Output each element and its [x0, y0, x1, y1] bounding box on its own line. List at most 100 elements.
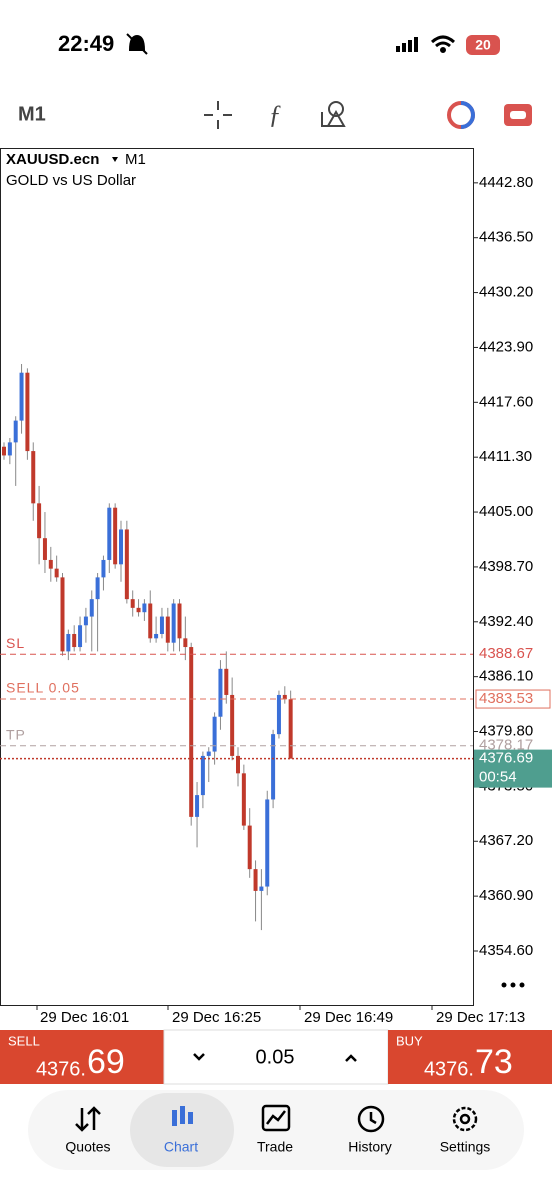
- candle-body: [206, 751, 211, 756]
- candle-body: [282, 694, 287, 700]
- candle-body: [271, 734, 276, 800]
- sell-price-big: 69: [87, 1043, 125, 1081]
- battery: [466, 35, 500, 55]
- candle-body: [19, 372, 24, 421]
- volume-up[interactable]: [345, 1054, 357, 1062]
- y-tick-label: 4379.80: [479, 722, 533, 739]
- volume[interactable]: 0.05: [256, 1046, 295, 1068]
- sell-label: SELL: [8, 1033, 40, 1048]
- candle-body: [159, 616, 164, 634]
- tab-label[interactable]: Trade: [257, 1139, 293, 1155]
- candle-body: [195, 795, 200, 817]
- timeframe-button[interactable]: M1: [18, 103, 46, 125]
- indicators-button[interactable]: ƒ: [269, 100, 282, 129]
- x-tick-label: 29 Dec 16:49: [304, 1009, 393, 1026]
- y-tick-label: 4442.80: [479, 174, 533, 191]
- candle-body: [48, 559, 53, 569]
- chart-icon: [172, 1106, 193, 1126]
- tab-label[interactable]: History: [348, 1139, 392, 1155]
- candle-body: [224, 668, 229, 695]
- x-tick-label: 29 Dec 17:13: [436, 1009, 525, 1026]
- candle-body: [78, 625, 83, 648]
- y-tick-label: 4392.40: [479, 613, 533, 630]
- candle-body: [247, 825, 252, 870]
- x-tick-label: 29 Dec 16:25: [172, 1009, 261, 1026]
- candle-body: [13, 420, 18, 443]
- y-tick-label: 4386.10: [479, 668, 533, 685]
- bell-off-icon: [126, 33, 148, 55]
- buy-price-main: 4376.: [424, 1058, 474, 1080]
- candle-body: [253, 869, 258, 891]
- buy-label: BUY: [396, 1033, 423, 1048]
- y-tick-label: 4423.90: [479, 338, 533, 355]
- x-tick-label: 29 Dec 16:01: [40, 1009, 129, 1026]
- level-label: 4388.67: [479, 645, 533, 662]
- candle-body: [2, 446, 6, 456]
- settings-icon: [452, 1106, 478, 1132]
- candle-body: [31, 451, 36, 504]
- volume-down[interactable]: [193, 1053, 205, 1061]
- history-icon: [357, 1105, 385, 1133]
- level-label-box: [475, 689, 551, 709]
- symbol: XAUUSD.ecn: [6, 151, 99, 168]
- candle-body: [259, 886, 264, 891]
- candle-body: [276, 694, 281, 735]
- candle-body: [7, 442, 12, 456]
- candle-body: [95, 577, 100, 600]
- y-tick-label: 4430.20: [479, 284, 533, 301]
- dropdown-icon: [112, 157, 118, 162]
- y-tick-label: 4367.20: [479, 832, 533, 849]
- level-label: 4378.17: [479, 737, 533, 754]
- candle-body: [72, 633, 77, 648]
- tab-label[interactable]: Chart: [164, 1139, 198, 1155]
- more-button[interactable]: [501, 982, 525, 988]
- sell-button[interactable]: [0, 1030, 164, 1084]
- candle-body: [218, 668, 223, 717]
- candle-body: [177, 603, 182, 639]
- candle-body: [107, 507, 112, 560]
- x-axis-ticks: [36, 1005, 433, 1010]
- candle-body: [165, 616, 170, 643]
- candle-body: [142, 603, 147, 613]
- battery-level: 20: [475, 37, 491, 53]
- candle-body: [241, 773, 246, 826]
- candle-body: [101, 559, 106, 578]
- candle-body: [83, 616, 88, 626]
- tab-label[interactable]: Settings: [440, 1139, 491, 1155]
- candle-body: [89, 599, 94, 617]
- signal-icon: [396, 37, 418, 52]
- objects-button[interactable]: [321, 101, 346, 127]
- y-tick-label: 4398.70: [479, 558, 533, 575]
- level-name: TP: [6, 726, 26, 742]
- candle-body: [42, 538, 47, 560]
- candle-body: [25, 372, 30, 452]
- trade-icon: [261, 1104, 291, 1132]
- candle-body: [54, 568, 59, 578]
- candle-body: [189, 647, 194, 817]
- candle-body: [154, 633, 159, 639]
- candle-body: [130, 599, 135, 608]
- y-tick-label: 4436.50: [479, 229, 533, 246]
- candle-body: [200, 755, 205, 796]
- tab-selected: [130, 1093, 234, 1167]
- crosshair-button[interactable]: [204, 101, 232, 129]
- bid-box: [474, 749, 552, 788]
- y-tick-label: 4405.00: [479, 503, 533, 520]
- level-name: SELL 0.05: [6, 680, 80, 696]
- buy-button[interactable]: [388, 1030, 552, 1084]
- y-tick-label: 4360.90: [479, 887, 533, 904]
- trade-button[interactable]: [504, 104, 532, 126]
- account-button[interactable]: [447, 101, 475, 129]
- symbol-description: GOLD vs US Dollar: [6, 172, 136, 189]
- status-time: 22:49: [58, 31, 114, 56]
- tab-label[interactable]: Quotes: [65, 1139, 110, 1155]
- candle-body: [171, 603, 176, 643]
- candle-body: [37, 503, 42, 539]
- candle-body: [113, 507, 118, 565]
- quotes-icon: [75, 1106, 101, 1132]
- buy-price-big: 73: [475, 1043, 513, 1081]
- y-tick-label: 4417.60: [479, 393, 533, 410]
- candle-body: [288, 699, 293, 759]
